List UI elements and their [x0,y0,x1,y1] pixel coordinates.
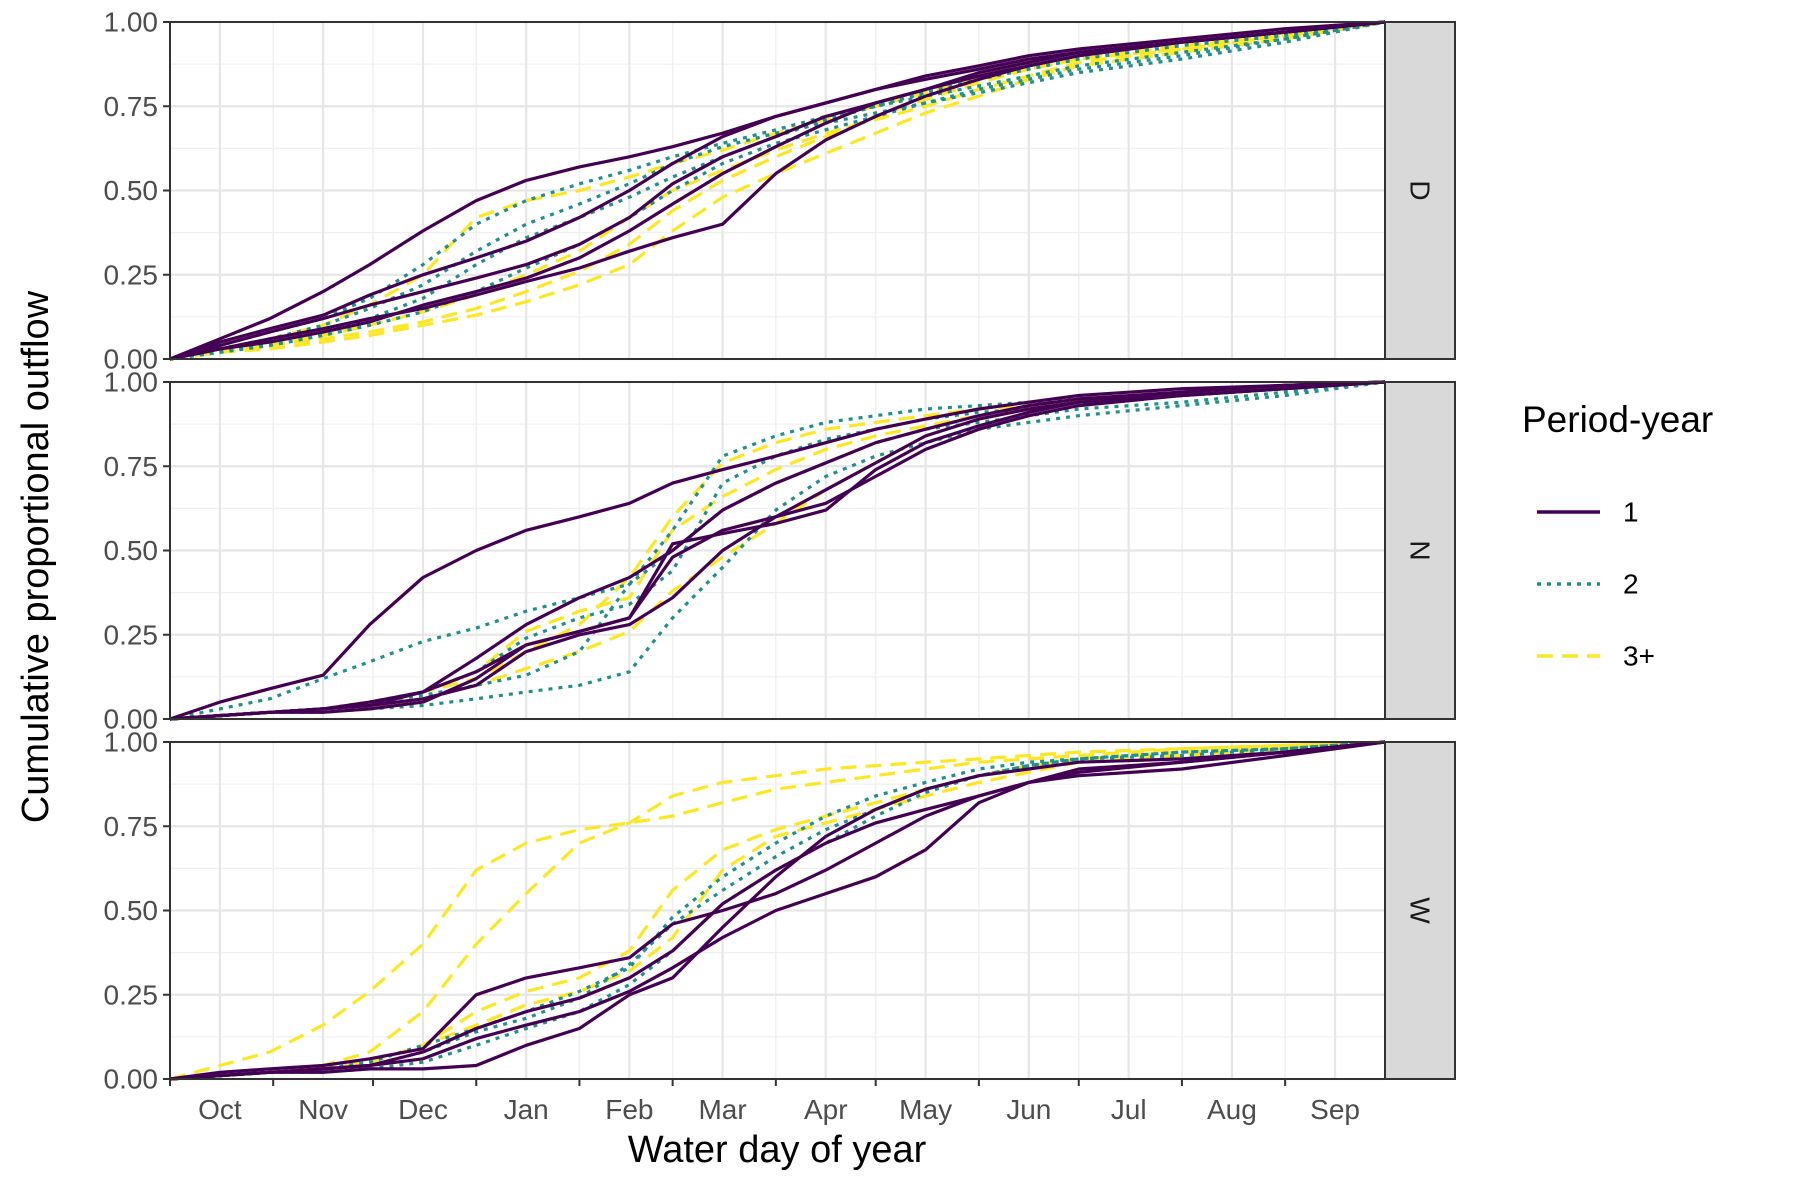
x-tick-label: Jun [1006,1094,1051,1125]
series-line-d-11 [169,20,1386,361]
series-line-d-4 [169,20,1386,361]
series-line-w-3 [169,740,1386,1081]
series-line-d-2 [169,20,1386,361]
x-tick-label: Jan [504,1094,549,1125]
facet-strip [1384,21,1456,360]
series-line-w-7 [169,740,1386,1081]
facet-strip-label: N [1405,540,1436,560]
x-tick-label: Sep [1310,1094,1360,1125]
x-tick-label: Jul [1111,1094,1147,1125]
y-tick-label: 0.25 [104,979,159,1010]
series-line-n-6 [169,380,1386,721]
y-tick-label: 1.00 [104,7,159,38]
series-line-n-3 [169,380,1386,721]
y-axis-title: Cumulative proportional outflow [15,290,57,823]
series-line-n-5 [169,380,1386,721]
legend-label: 1 [1623,497,1639,528]
panel-w: W 0.00 0.25 0.50 0.75 1.00 Oct Nov Dec Jan Feb Mar A… [104,727,1456,1125]
y-tick-label: 1.00 [104,367,159,398]
y-tick-label: 0.25 [104,619,159,650]
series-line-w-9 [169,740,1386,1081]
y-tick-label: 0.50 [104,535,159,566]
y-tick-label: 0.00 [104,344,159,375]
x-tick-label: Aug [1207,1094,1257,1125]
x-tick-label: Oct [198,1094,242,1125]
legend-label: 2 [1623,569,1639,600]
series-line-n-1 [169,380,1386,721]
series-line-n-4 [169,380,1386,721]
y-tick-label: 0.00 [104,704,159,735]
x-axis-title: Water day of year [628,1129,927,1171]
x-tick-label: Nov [298,1094,348,1125]
x-tick-label: Feb [605,1094,653,1125]
y-tick-label: 0.50 [104,175,159,206]
facet-strip-label: D [1405,180,1436,200]
series-line-w-8 [169,740,1386,1081]
series-line-w-4 [169,740,1386,1081]
y-tick-label: 0.50 [104,895,159,926]
series-line-d-13 [169,20,1386,361]
x-tick-label: Dec [398,1094,448,1125]
legend: Period-year 1 2 3+ [1522,399,1713,672]
legend-label: 3+ [1623,641,1655,672]
legend-entries: 1 2 3+ [1537,497,1655,672]
legend-item-1: 1 [1537,497,1639,528]
y-tick-label: 0.75 [104,451,159,482]
series-line-d-12 [169,20,1386,361]
x-tick-label: Mar [698,1094,746,1125]
panel-n: N 0.00 0.25 0.50 0.75 1.00 [104,367,1456,735]
series-line-w-6 [169,740,1386,1081]
y-tick-label: 0.75 [104,811,159,842]
facet-strip [1384,741,1456,1080]
series-line-d-5 [169,20,1386,361]
legend-item-2: 2 [1537,569,1639,600]
facet-strip-label: W [1405,897,1436,924]
x-tick-label: Apr [804,1094,848,1125]
panel-d: D 0.00 0.25 0.50 0.75 1.00 [104,7,1456,375]
y-tick-label: 0.25 [104,259,159,290]
x-tick-label: May [899,1094,952,1125]
series-line-d-1 [169,20,1386,361]
legend-item-3: 3+ [1537,641,1655,672]
facet-strip [1384,381,1456,720]
series-line-w-5 [169,740,1386,1081]
y-tick-label: 0.75 [104,91,159,122]
series-line-w-11 [169,740,1386,1081]
y-tick-label: 0.00 [104,1064,159,1095]
legend-title: Period-year [1522,399,1713,440]
y-tick-label: 1.00 [104,727,159,758]
facet-panels: D 0.00 0.25 0.50 0.75 1.00 N 0.00 0.25 0.50 0.75 1.… [104,7,1456,1125]
series-line-d-7 [169,20,1386,361]
